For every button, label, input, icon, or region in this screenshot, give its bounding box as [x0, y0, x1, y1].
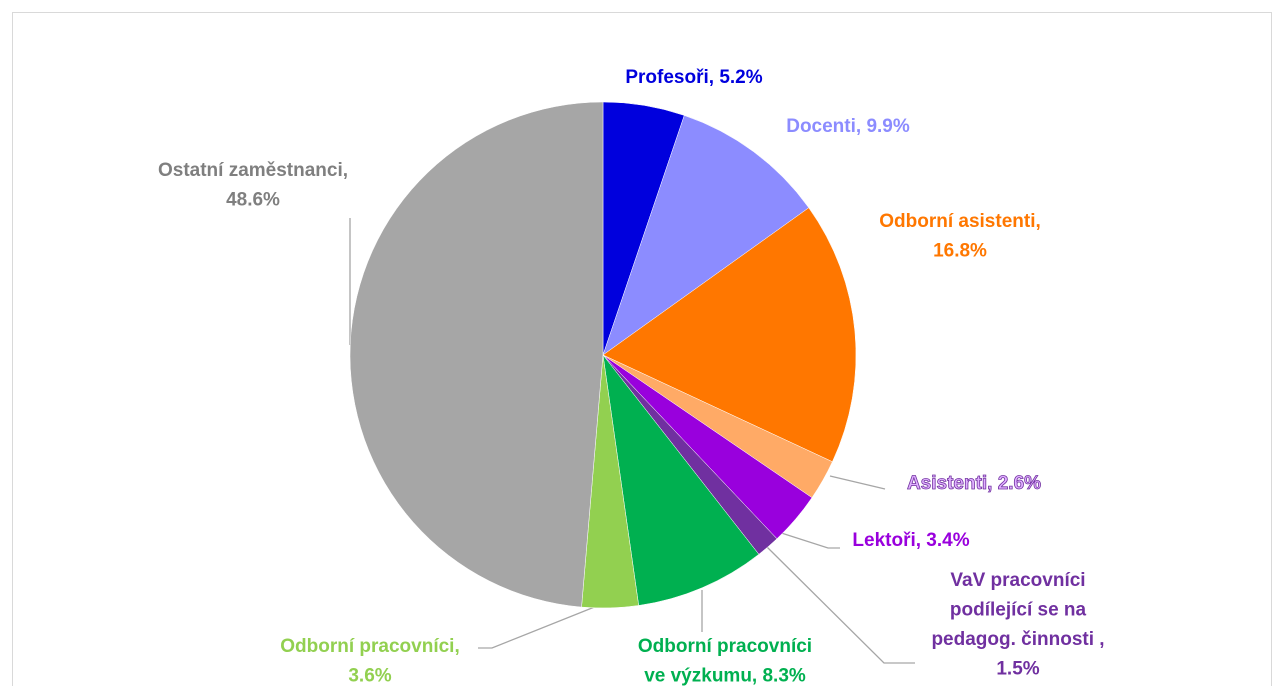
data-label: Ostatní zaměstnanci, — [158, 160, 348, 181]
leader-line — [771, 529, 840, 549]
data-label: pedagog. činnosti , — [931, 629, 1104, 650]
data-label: ve výzkumu, 8.3% — [644, 666, 806, 686]
pie-slice — [349, 101, 604, 608]
data-label: Lektoři, 3.4% — [852, 530, 969, 551]
data-label: 1.5% — [996, 659, 1039, 680]
data-label: 16.8% — [933, 241, 987, 262]
data-label: 3.6% — [348, 666, 391, 686]
data-label: Asistenti, 2.6% — [907, 473, 1041, 494]
leader-line — [829, 475, 886, 490]
leader-line — [765, 545, 915, 664]
data-label: Odborní pracovníci, — [280, 636, 459, 657]
pie-slice — [602, 207, 857, 463]
data-label: Docenti, 9.9% — [786, 116, 910, 137]
data-label: 48.6% — [226, 190, 280, 211]
pie-slice — [602, 115, 810, 356]
data-label: Odborní pracovníci — [638, 636, 812, 657]
leader-line — [478, 599, 613, 649]
pie-slice — [602, 354, 760, 606]
data-label: Odborní asistenti, — [879, 211, 1041, 232]
data-label: Profesoři, 5.2% — [625, 67, 762, 88]
data-label: podílející se na — [950, 600, 1087, 621]
data-label: VaV pracovníci — [950, 570, 1085, 591]
